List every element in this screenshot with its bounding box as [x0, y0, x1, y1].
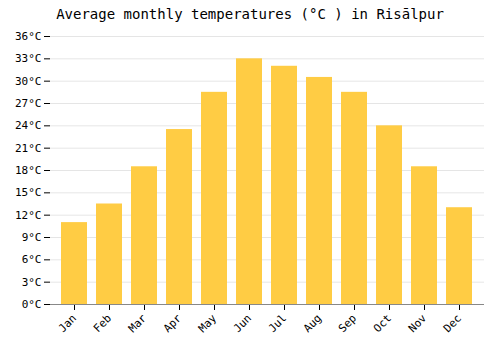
svg-text:Sep: Sep: [336, 312, 359, 335]
svg-text:Dec: Dec: [441, 312, 464, 335]
svg-text:Jun: Jun: [231, 312, 254, 335]
svg-text:0°C: 0°C: [22, 298, 42, 311]
svg-text:30°C: 30°C: [15, 75, 42, 88]
svg-text:6°C: 6°C: [22, 253, 42, 266]
svg-text:Nov: Nov: [406, 311, 430, 335]
svg-text:3°C: 3°C: [22, 276, 42, 289]
svg-text:Jan: Jan: [56, 312, 79, 335]
svg-text:15°C: 15°C: [15, 186, 42, 199]
svg-text:18°C: 18°C: [15, 164, 42, 177]
svg-text:Feb: Feb: [91, 312, 114, 335]
svg-text:May: May: [196, 311, 220, 335]
svg-text:Oct: Oct: [371, 312, 394, 335]
svg-text:12°C: 12°C: [15, 209, 42, 222]
svg-text:Jul: Jul: [266, 312, 289, 335]
svg-text:27°C: 27°C: [15, 97, 42, 110]
svg-text:36°C: 36°C: [15, 30, 42, 43]
svg-text:Aug: Aug: [301, 312, 324, 335]
svg-text:Mar: Mar: [126, 311, 150, 335]
svg-text:9°C: 9°C: [22, 231, 42, 244]
svg-text:33°C: 33°C: [15, 52, 42, 65]
svg-text:24°C: 24°C: [15, 119, 42, 132]
svg-text:Apr: Apr: [161, 311, 185, 335]
svg-text:21°C: 21°C: [15, 142, 42, 155]
html-text:Average monthly temperatures (: Average monthly temperatures (°C ) in Ri…: [56, 6, 444, 22]
